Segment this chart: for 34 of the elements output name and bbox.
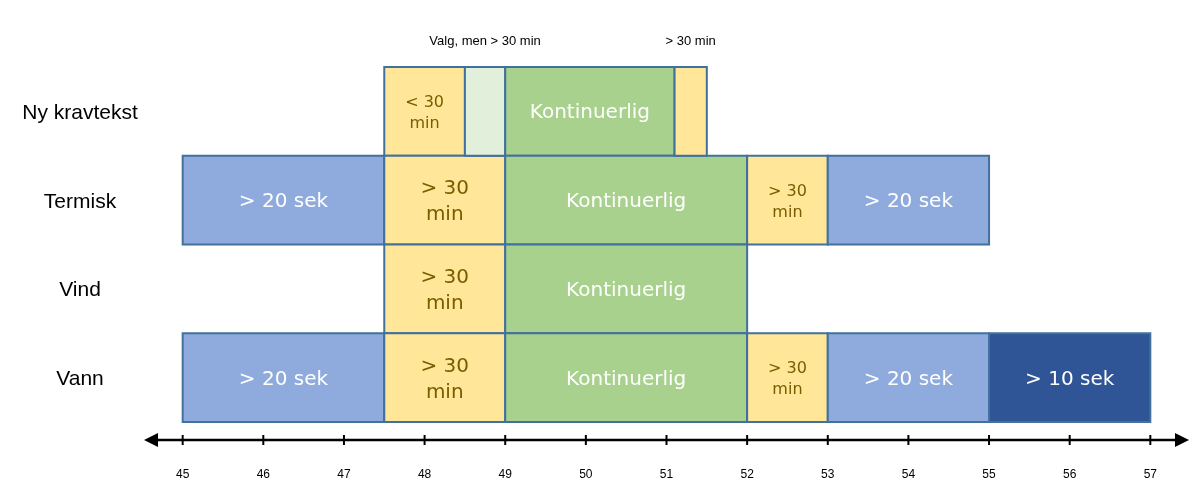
x-tick-label: 55: [982, 467, 997, 481]
data-label: > 30 min: [768, 357, 807, 398]
x-tick-label: 52: [740, 467, 755, 481]
x-tick-label: 46: [256, 467, 271, 481]
y-tick-label: Termisk: [43, 188, 117, 212]
data-label: > 20 sek: [238, 188, 329, 213]
x-tick-label: 56: [1063, 467, 1077, 481]
x-tick-label: 51: [659, 467, 674, 481]
data-label: > 20 sek: [863, 365, 954, 390]
text: Valg, men > 30 min: [429, 33, 541, 48]
data-label: > 20 sek: [238, 365, 329, 390]
data-label: > 30 min: [420, 175, 470, 226]
data-label: > 20 sek: [863, 188, 954, 213]
y-tick-label: Vind: [59, 277, 101, 301]
y-tick-label: Vann: [56, 366, 104, 390]
data-label: > 30 min: [768, 180, 807, 221]
x-tick-label: 54: [901, 467, 916, 481]
data-label: Kontinuerlig: [529, 99, 650, 124]
data-label: Kontinuerlig: [566, 276, 687, 301]
x-tick-label: 49: [498, 467, 513, 481]
x-tick-label: 50: [579, 467, 593, 481]
data-label: > 10 sek: [1025, 365, 1115, 390]
text: > 30 min: [665, 33, 716, 48]
data-label: > 30 min: [420, 352, 470, 403]
x-tick-label: 53: [821, 467, 835, 481]
x-tick-label: 57: [1143, 467, 1158, 481]
x-tick-label: 45: [175, 467, 190, 481]
data-label: < 30 min: [405, 91, 445, 132]
data-label: Kontinuerlig: [566, 188, 687, 213]
x-tick-label: 48: [417, 467, 432, 481]
y-tick-label: Ny kravtekst: [22, 99, 138, 123]
x-tick-label: 47: [337, 467, 351, 481]
data-label: Kontinuerlig: [566, 365, 687, 390]
data-label: > 30 min: [420, 263, 470, 314]
